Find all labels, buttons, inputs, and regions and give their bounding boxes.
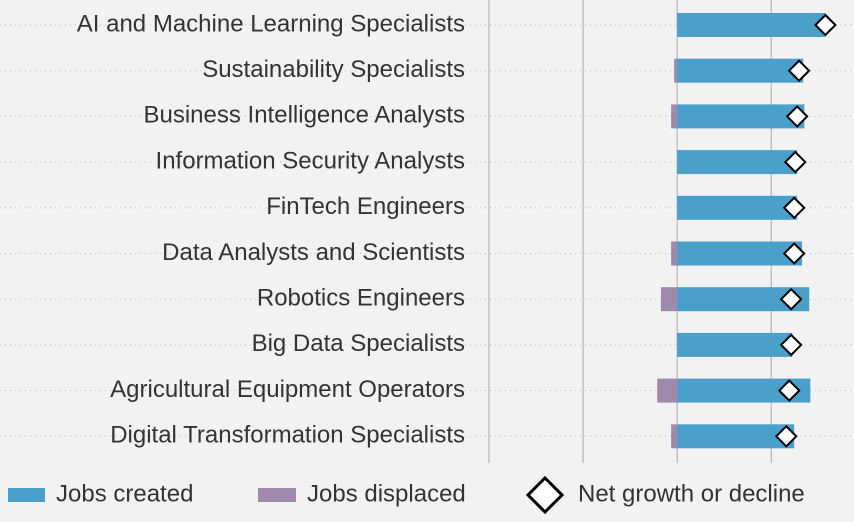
category-label: Information Security Analysts	[156, 147, 465, 174]
bar	[677, 104, 805, 129]
category-label: Agricultural Equipment Operators	[110, 376, 465, 403]
bar	[671, 104, 678, 129]
net-marker	[779, 287, 803, 311]
net-marker	[787, 59, 811, 83]
bar	[677, 332, 793, 357]
bar	[677, 241, 803, 266]
category-label: Sustainability Specialists	[202, 56, 465, 83]
category-label: Big Data Specialists	[252, 330, 465, 357]
bar	[677, 13, 826, 37]
net-marker	[782, 242, 806, 265]
legend-label: Jobs created	[56, 480, 193, 507]
category-label: Business Intelligence Analysts	[143, 102, 465, 129]
category-label: Data Analysts and Scientists	[162, 239, 465, 266]
net-marker	[777, 379, 801, 403]
category-label: Digital Transformation Specialists	[110, 422, 465, 449]
bar	[671, 241, 678, 266]
net-marker	[774, 424, 798, 448]
bar	[677, 424, 795, 449]
legend-swatch	[258, 488, 296, 502]
category-label: Robotics Engineers	[257, 285, 465, 312]
category-label: AI and Machine Learning Specialists	[77, 10, 465, 37]
bar	[660, 287, 678, 312]
net-marker	[783, 150, 807, 174]
legend-swatch	[8, 488, 45, 502]
bar	[671, 424, 678, 449]
legend-swatch	[525, 475, 565, 515]
net-marker	[785, 104, 809, 128]
bar	[657, 378, 678, 403]
net-marker	[779, 333, 803, 357]
bar	[677, 195, 798, 220]
bar	[674, 58, 678, 83]
legend-label: Net growth or decline	[578, 480, 805, 507]
net-marker	[813, 13, 837, 37]
bar	[677, 58, 804, 83]
bar	[677, 150, 798, 175]
category-label: FinTech Engineers	[266, 193, 465, 220]
net-marker	[782, 196, 806, 220]
legend-label: Jobs displaced	[307, 480, 466, 507]
